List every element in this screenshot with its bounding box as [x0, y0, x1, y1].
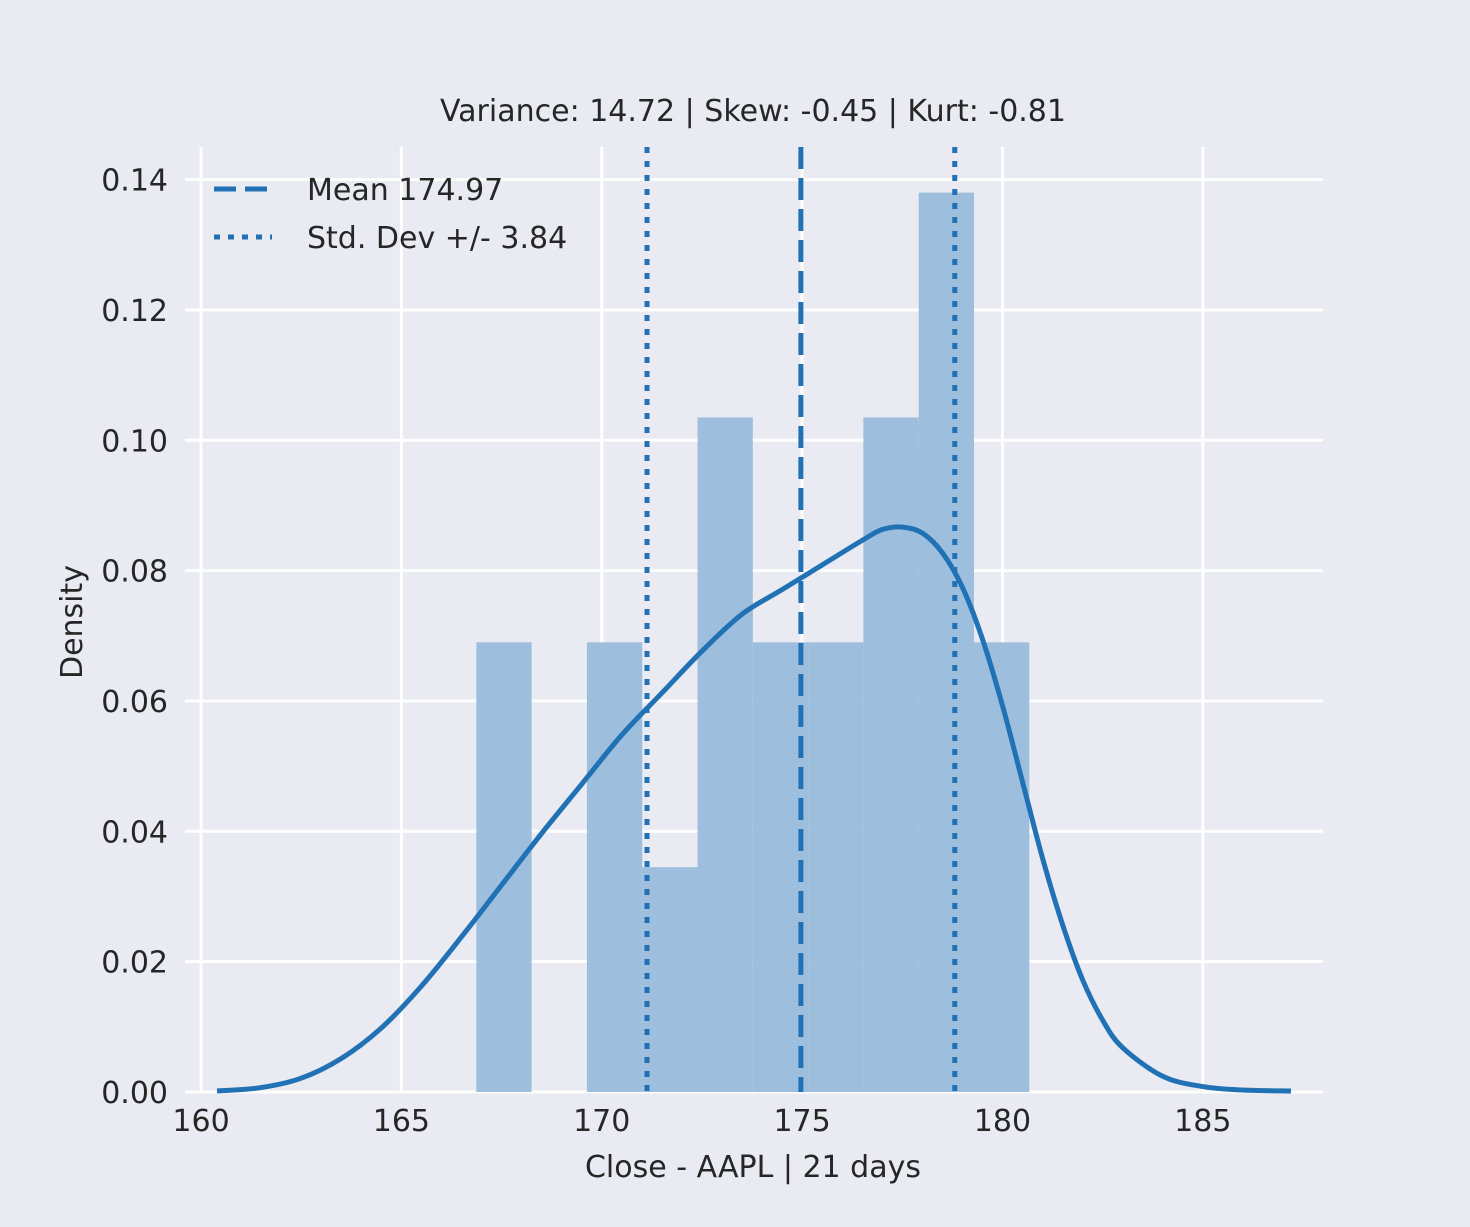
- y-tick-label: 0.10: [101, 424, 168, 459]
- y-tick-label: 0.06: [101, 685, 168, 720]
- histogram-bar: [642, 867, 698, 1092]
- x-tick-label: 175: [773, 1104, 830, 1139]
- kde-curve: [216, 524, 1291, 1094]
- legend: Mean 174.97 Std. Dev +/- 3.84: [214, 173, 567, 256]
- histogram-bar: [476, 642, 532, 1092]
- y-tick-label: 0.04: [101, 815, 168, 850]
- x-tick-label: 180: [974, 1104, 1031, 1139]
- histogram-bar: [808, 642, 864, 1092]
- y-tick-label: 0.02: [101, 946, 168, 981]
- x-tick-label: 165: [373, 1104, 430, 1139]
- reference-lines: [644, 147, 958, 1092]
- chart-title: Variance: 14.72 | Skew: -0.45 | Kurt: -0…: [440, 94, 1066, 129]
- y-tick-label: 0.08: [101, 555, 168, 590]
- y-tick-label: 0.12: [101, 294, 168, 329]
- kde-curve-layer: [216, 524, 1291, 1094]
- y-tick-label: 0.14: [101, 164, 168, 199]
- histogram-bar: [863, 417, 919, 1092]
- tick-labels: 0.00 0.02 0.04 0.06 0.08 0.10 0.12 0.14 160 165 17…: [101, 164, 1231, 1139]
- histogram-bar: [697, 417, 753, 1092]
- histogram-bars: [476, 192, 1030, 1092]
- histogram-bar: [918, 192, 974, 1092]
- legend-std-label: Std. Dev +/- 3.84: [307, 221, 567, 256]
- histogram-bar: [973, 642, 1030, 1092]
- x-tick-label: 160: [172, 1104, 229, 1139]
- histogram-bar: [586, 642, 643, 1092]
- x-axis-label: Close - AAPL | 21 days: [585, 1150, 921, 1185]
- x-tick-label: 170: [573, 1104, 630, 1139]
- y-tick-label: 0.00: [101, 1076, 168, 1111]
- y-axis-label: Density: [55, 565, 90, 679]
- legend-mean-label: Mean 174.97: [307, 173, 503, 208]
- x-tick-label: 185: [1174, 1104, 1231, 1139]
